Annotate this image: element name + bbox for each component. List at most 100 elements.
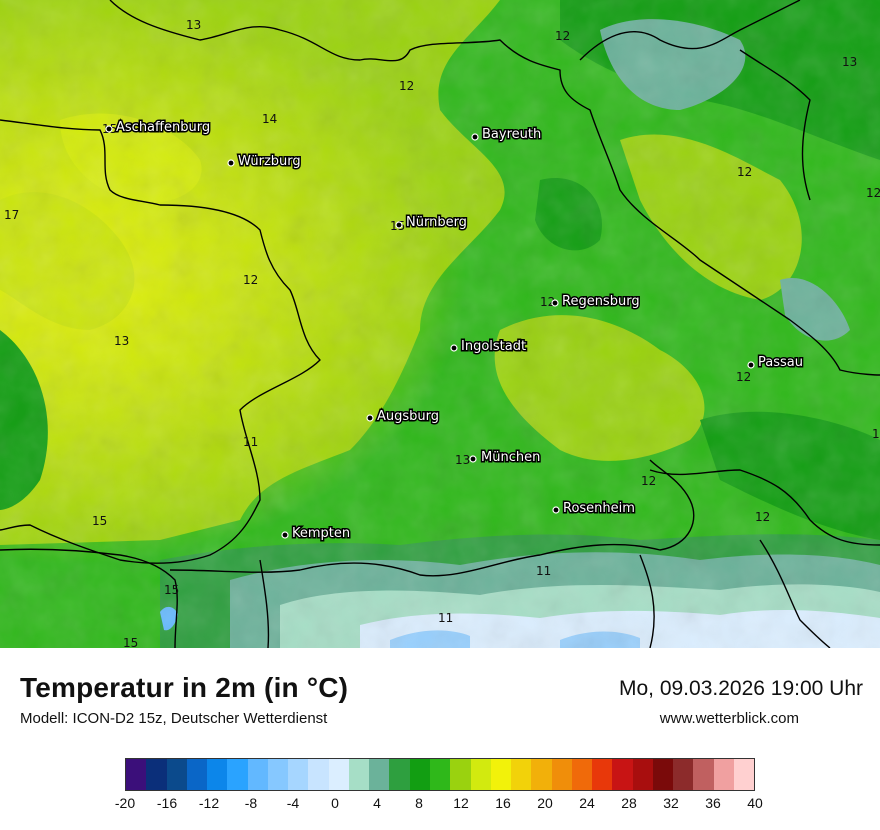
city-label: Nürnberg [406,215,467,230]
city-label: Regensburg [562,294,640,309]
city-label: Passau [758,355,803,370]
color-scale-tick: -16 [156,795,178,811]
color-scale-segment [308,759,329,790]
city-label: Ingolstadt [461,339,526,354]
color-scale-segment [652,759,674,790]
city-label: Kempten [292,526,350,541]
isotherm-label: 13 [842,55,857,69]
website-link[interactable]: www.wetterblick.com [659,710,799,727]
city-dot [105,125,113,133]
color-scale-segment [186,759,208,790]
color-scale-tick: 8 [415,795,423,811]
color-scale-tick: 16 [495,795,511,811]
isotherm-label: 12 [540,295,555,309]
color-scale-tick: 4 [373,795,381,811]
color-scale-segment [632,759,653,790]
color-scale-segment [673,759,694,790]
city-dot [551,299,559,307]
footer [0,648,880,830]
model-source: Modell: ICON-D2 15z, Deutscher Wetterdie… [20,710,328,727]
color-scale-segment [348,759,370,790]
city-dot [469,455,477,463]
isotherm-label: 12 [641,474,656,488]
city-label: Würzburg [238,154,301,169]
city-dot [747,361,755,369]
color-scale-tick: 12 [453,795,469,811]
isotherm-label: 11 [536,564,551,578]
color-scale-tick: 40 [747,795,763,811]
color-scale-segment [429,759,451,790]
city-label: Augsburg [377,409,439,424]
color-scale-segment [490,759,512,790]
isotherm-label: 15 [123,636,138,648]
color-scale-segment [592,759,613,790]
isotherm-label: 12 [736,370,751,384]
color-scale-tick: -4 [286,795,300,811]
color-scale-tick: -8 [244,795,258,811]
color-scale-segment [470,759,491,790]
isotherm-label: 15 [164,583,179,597]
city-dot [366,414,374,422]
color-scale-segment [389,759,410,790]
city-label: Rosenheim [563,501,635,516]
isotherm-label: 14 [262,112,277,126]
isotherm-label: 12 [399,79,414,93]
color-scale-segment [146,759,167,790]
color-scale-segment [450,759,471,790]
color-scale-segment [531,759,552,790]
color-scale-segment [713,759,734,790]
color-scale-tick: 32 [663,795,679,811]
color-scale-tick: -20 [114,795,136,811]
state-borders [0,0,880,648]
color-scale-segment [733,759,755,790]
city-label: Aschaffenburg [116,120,210,135]
city-dot [450,344,458,352]
city-label: München [481,450,540,465]
isotherm-label: 12 [555,29,570,43]
color-scale-segment [511,759,532,790]
color-scale-segment [267,759,289,790]
map-title: Temperatur in 2m (in °C) [20,672,349,703]
color-scale-tick: 20 [537,795,553,811]
city-label: Bayreuth [482,127,541,142]
color-scale-segment [166,759,187,790]
isotherm-label: 11 [243,435,258,449]
color-scale-segment [693,759,714,790]
color-scale-segment [207,759,228,790]
color-scale-ticks: -20 -16 -12 -8 -4 0 4 8 12 16 20 24 28 32 36 40 [0,795,880,815]
color-scale-segment [551,759,572,790]
city-dot [227,159,235,167]
isotherm-label: 13 [114,334,129,348]
city-dot [281,531,289,539]
color-scale-segment [126,759,147,790]
forecast-datetime: Mo, 09.03.2026 19:00 Uhr [618,677,863,700]
city-dot [395,221,403,229]
isotherm-label: 13 [186,18,201,32]
color-scale-segment [409,759,430,790]
isotherm-label: 12 [866,186,880,200]
temperature-map: 13 12 13 12 14 15 12 17 12 15 12 12 11 1… [0,0,880,648]
isotherm-label: 1 [872,427,880,441]
color-scale-segment [227,759,248,790]
color-scale-segment [571,759,593,790]
color-scale-tick: 28 [621,795,637,811]
city-dot [471,133,479,141]
isotherm-label: 12 [243,273,258,287]
color-scale-segment [247,759,268,790]
isotherm-label: 12 [737,165,752,179]
city-dot [552,506,560,514]
color-scale-segment [612,759,633,790]
color-scale-tick: 0 [331,795,339,811]
color-scale-tick: 24 [579,795,595,811]
isotherm-label: 17 [4,208,19,222]
color-scale-segment [369,759,390,790]
isotherm-label: 15 [92,514,107,528]
color-scale-tick: -12 [198,795,220,811]
color-scale-tick: 36 [705,795,721,811]
color-scale [125,758,755,791]
isotherm-label: 13 [455,453,470,467]
city-markers: Aschaffenburg Würzburg Bayreuth Nürnberg… [105,119,804,543]
color-scale-segment [328,759,349,790]
isotherm-label: 11 [438,611,453,625]
isotherm-label: 12 [755,510,770,524]
